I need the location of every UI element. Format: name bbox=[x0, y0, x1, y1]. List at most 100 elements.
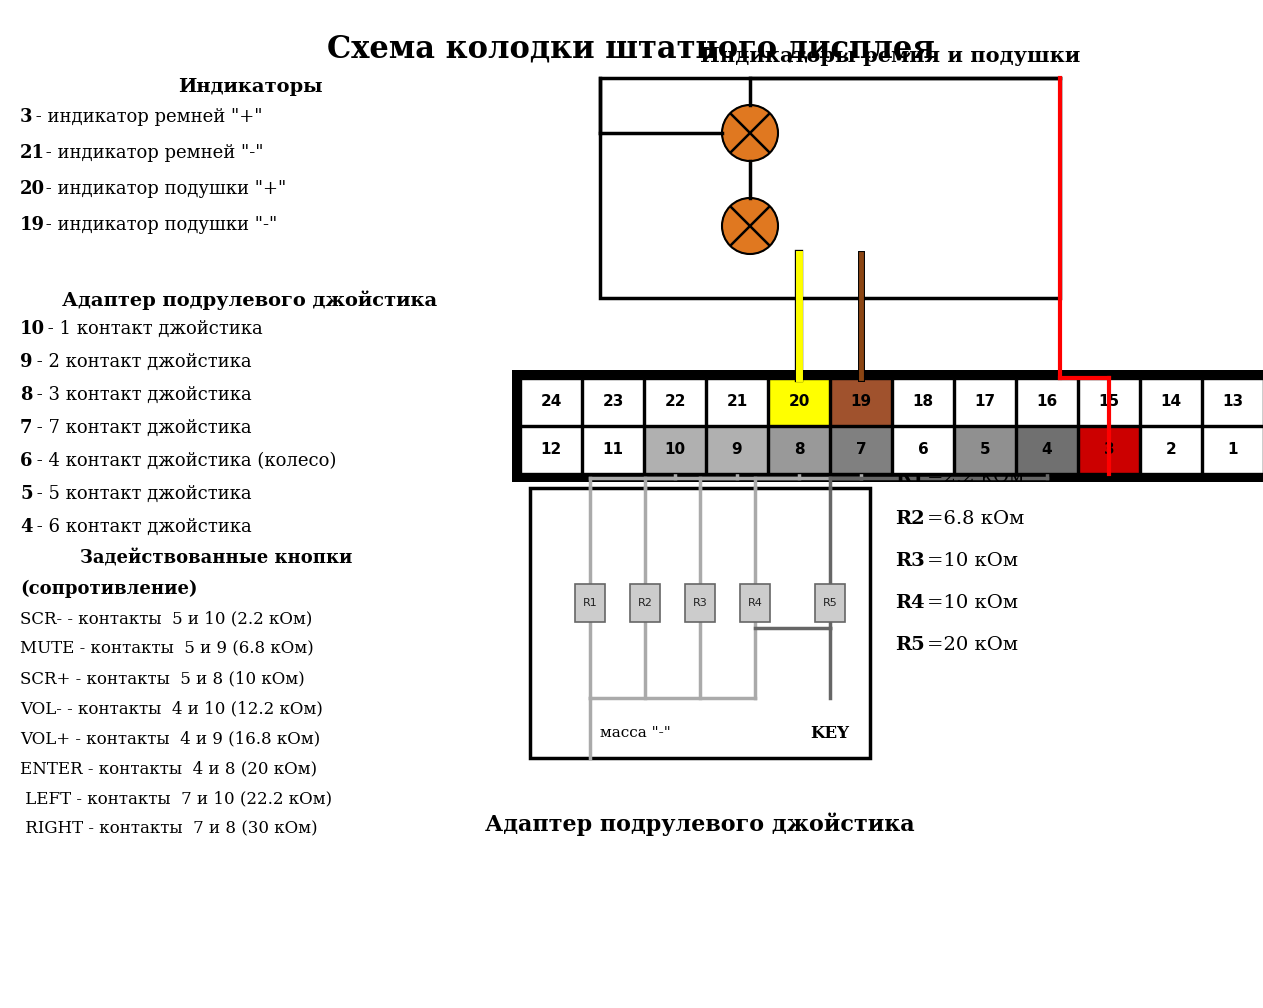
Text: 2: 2 bbox=[1166, 443, 1176, 458]
Text: 3: 3 bbox=[20, 108, 33, 126]
Text: - индикатор ремней "+": - индикатор ремней "+" bbox=[30, 108, 263, 126]
Text: 9: 9 bbox=[20, 353, 33, 371]
Text: - 1 контакт джойстика: - 1 контакт джойстика bbox=[42, 320, 263, 338]
Text: Индикаторы: Индикаторы bbox=[178, 78, 322, 96]
Bar bbox=[530, 488, 870, 758]
Bar bbox=[584, 427, 643, 473]
Bar bbox=[1079, 379, 1139, 425]
Text: - индикатор подушки "-": - индикатор подушки "-" bbox=[40, 216, 278, 234]
Text: 16: 16 bbox=[1037, 394, 1057, 409]
Text: 23: 23 bbox=[602, 394, 624, 409]
Text: 5: 5 bbox=[20, 485, 33, 503]
Text: масса "-": масса "-" bbox=[600, 726, 671, 740]
Text: 19: 19 bbox=[850, 394, 871, 409]
Text: RIGHT - контакты  7 и 8 (30 кОм): RIGHT - контакты 7 и 8 (30 кОм) bbox=[20, 820, 317, 837]
Bar bbox=[955, 379, 1015, 425]
Text: 14: 14 bbox=[1161, 394, 1182, 409]
Bar bbox=[512, 370, 1263, 482]
Text: R1: R1 bbox=[582, 598, 597, 608]
Text: - 7 контакт джойстика: - 7 контакт джойстика bbox=[32, 419, 251, 437]
Text: R5: R5 bbox=[895, 636, 925, 654]
Text: - индикатор ремней "-": - индикатор ремней "-" bbox=[40, 144, 264, 162]
Bar bbox=[685, 584, 715, 622]
Text: 13: 13 bbox=[1223, 394, 1244, 409]
Bar bbox=[831, 379, 890, 425]
Text: 21: 21 bbox=[726, 394, 748, 409]
Text: 20: 20 bbox=[20, 180, 45, 198]
Bar bbox=[831, 427, 890, 473]
Text: Адаптер подрулевого джойстика: Адаптер подрулевого джойстика bbox=[485, 813, 914, 837]
Bar bbox=[522, 427, 581, 473]
Text: KEY: KEY bbox=[811, 725, 850, 742]
Text: 22: 22 bbox=[664, 394, 686, 409]
Text: SCR- - контакты  5 и 10 (2.2 кОм): SCR- - контакты 5 и 10 (2.2 кОм) bbox=[20, 610, 312, 627]
Text: 11: 11 bbox=[602, 443, 624, 458]
Text: 4: 4 bbox=[1042, 443, 1052, 458]
Text: 21: 21 bbox=[20, 144, 45, 162]
Bar bbox=[575, 584, 605, 622]
Bar bbox=[1079, 427, 1139, 473]
Bar bbox=[893, 427, 954, 473]
Text: Адаптер подрулевого джойстика: Адаптер подрулевого джойстика bbox=[62, 290, 437, 309]
Text: R2: R2 bbox=[895, 510, 925, 528]
Text: - 4 контакт джойстика (колесо): - 4 контакт джойстика (колесо) bbox=[32, 452, 336, 470]
Text: 5: 5 bbox=[980, 443, 990, 458]
Bar bbox=[645, 427, 705, 473]
Bar bbox=[815, 584, 845, 622]
Text: - индикатор подушки "+": - индикатор подушки "+" bbox=[40, 180, 287, 198]
Text: 10: 10 bbox=[664, 443, 686, 458]
Bar bbox=[955, 427, 1015, 473]
Text: 7: 7 bbox=[20, 419, 33, 437]
Text: MUTE - контакты  5 и 9 (6.8 кОм): MUTE - контакты 5 и 9 (6.8 кОм) bbox=[20, 640, 313, 657]
Text: - 6 контакт джойстика: - 6 контакт джойстика bbox=[32, 518, 251, 536]
Bar bbox=[707, 427, 767, 473]
Text: 1: 1 bbox=[1228, 443, 1238, 458]
Text: - 3 контакт джойстика: - 3 контакт джойстика bbox=[32, 386, 251, 404]
Text: 4: 4 bbox=[20, 518, 33, 536]
Bar bbox=[769, 379, 829, 425]
Bar bbox=[769, 427, 829, 473]
Text: 15: 15 bbox=[1099, 394, 1119, 409]
Text: R2: R2 bbox=[638, 598, 653, 608]
Text: 17: 17 bbox=[975, 394, 995, 409]
Bar bbox=[1202, 427, 1263, 473]
Text: R1: R1 bbox=[895, 468, 925, 486]
Text: SCR+ - контакты  5 и 8 (10 кОм): SCR+ - контакты 5 и 8 (10 кОм) bbox=[20, 670, 304, 687]
Bar bbox=[584, 379, 643, 425]
Text: - 2 контакт джойстика: - 2 контакт джойстика bbox=[32, 353, 251, 371]
Text: R4: R4 bbox=[748, 598, 763, 608]
Bar bbox=[1140, 427, 1201, 473]
Text: R3: R3 bbox=[692, 598, 707, 608]
Bar bbox=[893, 379, 954, 425]
Text: 6: 6 bbox=[20, 452, 33, 470]
Text: 3: 3 bbox=[1104, 443, 1114, 458]
Text: 9: 9 bbox=[731, 443, 743, 458]
Text: (сопротивление): (сопротивление) bbox=[20, 580, 197, 599]
Text: VOL+ - контакты  4 и 9 (16.8 кОм): VOL+ - контакты 4 и 9 (16.8 кОм) bbox=[20, 730, 321, 747]
Text: Индикаторы ремня и подушки: Индикаторы ремня и подушки bbox=[700, 46, 1080, 66]
Text: 24: 24 bbox=[541, 394, 562, 409]
Bar bbox=[1140, 379, 1201, 425]
Text: =20 кОм: =20 кОм bbox=[927, 636, 1018, 654]
Text: 7: 7 bbox=[856, 443, 866, 458]
Text: R5: R5 bbox=[822, 598, 837, 608]
Text: 8: 8 bbox=[20, 386, 33, 404]
Text: R3: R3 bbox=[895, 552, 925, 570]
Text: =10 кОм: =10 кОм bbox=[927, 552, 1018, 570]
Bar bbox=[707, 379, 767, 425]
Text: Задействованные кнопки: Задействованные кнопки bbox=[80, 550, 352, 568]
Circle shape bbox=[722, 105, 778, 161]
Text: R4: R4 bbox=[895, 594, 925, 612]
Text: Схема колодки штатного дисплея: Схема колодки штатного дисплея bbox=[327, 33, 935, 64]
Bar bbox=[1017, 379, 1077, 425]
Bar bbox=[1202, 379, 1263, 425]
Bar bbox=[600, 78, 1060, 298]
Text: VOL- - контакты  4 и 10 (12.2 кОм): VOL- - контакты 4 и 10 (12.2 кОм) bbox=[20, 700, 323, 717]
Text: ENTER - контакты  4 и 8 (20 кОм): ENTER - контакты 4 и 8 (20 кОм) bbox=[20, 760, 317, 777]
Text: 6: 6 bbox=[918, 443, 928, 458]
Bar bbox=[645, 379, 705, 425]
Text: 20: 20 bbox=[788, 394, 810, 409]
Text: 19: 19 bbox=[20, 216, 45, 234]
Text: 12: 12 bbox=[541, 443, 562, 458]
Text: 18: 18 bbox=[912, 394, 933, 409]
